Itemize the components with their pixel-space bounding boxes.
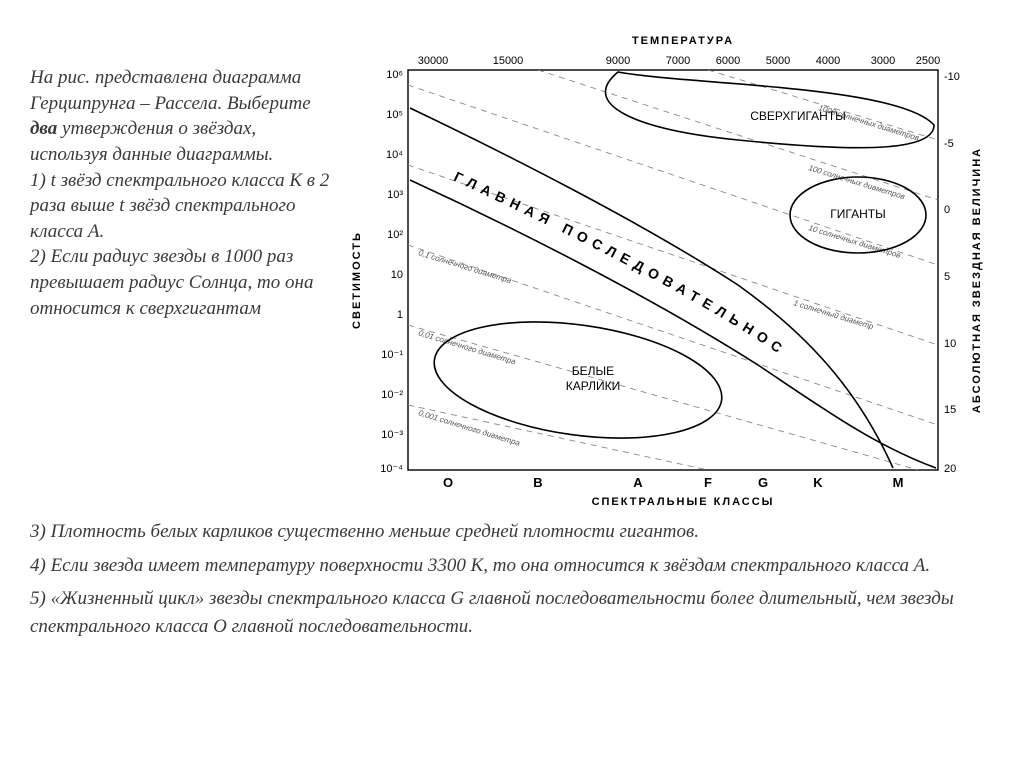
svg-text:10: 10 — [944, 338, 956, 350]
statement-4: 4) Если звезда имеет температуру поверхн… — [30, 552, 994, 580]
statement-1: 1) t звёзд спектрального класса K в 2 ра… — [30, 170, 329, 242]
axis-bottom-title: СПЕКТРАЛЬНЫЕ КЛАССЫ — [592, 496, 775, 508]
intro-a: На рис. представлена диаграмма Герцшпрун… — [30, 67, 311, 114]
svg-text:0: 0 — [944, 204, 950, 216]
svg-text:F: F — [704, 475, 712, 490]
svg-text:3000: 3000 — [871, 55, 895, 67]
svg-text:5000: 5000 — [766, 55, 790, 67]
svg-text:4000: 4000 — [816, 55, 840, 67]
svg-text:G: G — [758, 475, 768, 490]
svg-text:30000: 30000 — [418, 55, 449, 67]
svg-text:2500: 2500 — [916, 55, 940, 67]
svg-text:10⁵: 10⁵ — [386, 109, 403, 121]
svg-text:10⁻⁴: 10⁻⁴ — [380, 463, 403, 475]
label-supergiants: СВЕРХГИГАНТЫ — [750, 109, 846, 123]
label-giants: ГИГАНТЫ — [830, 207, 885, 221]
lum-ticks: 10⁶ 10⁵ 10⁴ 10³ 10² 10 1 10⁻¹ 10⁻² 10⁻³ … — [380, 69, 403, 475]
label-wd2: КАРЛИКИ — [566, 379, 620, 393]
svg-text:10⁻¹: 10⁻¹ — [381, 349, 403, 361]
svg-text:10⁶: 10⁶ — [386, 69, 403, 81]
svg-text:1 солнечный диаметр: 1 солнечный диаметр — [792, 298, 875, 331]
svg-text:10³: 10³ — [387, 189, 403, 201]
svg-text:A: A — [633, 475, 643, 490]
svg-text:ГЛАВНАЯ ПОСЛЕДОВАТЕЛЬНОСТЬ: ГЛАВНАЯ ПОСЛЕДОВАТЕЛЬНОСТЬ — [338, 30, 790, 359]
svg-text:10⁻³: 10⁻³ — [381, 429, 403, 441]
temp-ticks: 30000 15000 9000 7000 6000 5000 4000 300… — [418, 55, 941, 67]
svg-text:M: M — [893, 475, 904, 490]
svg-text:10 солнечных диаметров: 10 солнечных диаметров — [807, 223, 901, 260]
question-text-left: На рис. представлена диаграмма Герцшпрун… — [30, 30, 338, 321]
svg-text:20: 20 — [944, 463, 956, 475]
hr-diagram: ТЕМПЕРАТУРА СВЕТИМОСТЬ АБСОЛЮТНАЯ ЗВЕЗДН… — [338, 30, 994, 510]
svg-text:7000: 7000 — [666, 55, 690, 67]
svg-text:-5: -5 — [944, 138, 954, 150]
svg-text:0,01 солнечного диаметра: 0,01 солнечного диаметра — [417, 328, 517, 366]
svg-text:10: 10 — [391, 269, 403, 281]
mag-ticks: -10 -5 0 5 10 15 20 — [944, 71, 960, 475]
label-wd1: БЕЛЫЕ — [572, 364, 614, 378]
svg-text:6000: 6000 — [716, 55, 740, 67]
svg-text:10⁴: 10⁴ — [386, 149, 403, 161]
svg-text:15000: 15000 — [493, 55, 524, 67]
svg-text:9000: 9000 — [606, 55, 630, 67]
svg-text:0,1 солнечного диаметра: 0,1 солнечного диаметра — [417, 248, 513, 285]
intro-b: утверждения о звёздах, используя данные … — [30, 118, 273, 165]
intro-bold: два — [30, 118, 57, 139]
svg-text:-10: -10 — [944, 71, 960, 83]
spectral-ticks: O B A F G K M — [443, 475, 903, 490]
statement-5: 5) «Жизненный цикл» звезды спектрального… — [30, 585, 994, 640]
axis-left-title: СВЕТИМОСТЬ — [351, 231, 363, 329]
svg-text:15: 15 — [944, 404, 956, 416]
axis-top-title: ТЕМПЕРАТУРА — [632, 35, 734, 47]
svg-text:5: 5 — [944, 271, 950, 283]
svg-text:10²: 10² — [387, 229, 403, 241]
axis-right-title: АБСОЛЮТНАЯ ЗВЕЗДНАЯ ВЕЛИЧИНА — [971, 147, 983, 413]
svg-text:1: 1 — [397, 309, 403, 321]
svg-text:O: O — [443, 475, 453, 490]
question-text-bottom: 3) Плотность белых карликов существенно … — [30, 518, 994, 640]
statement-3: 3) Плотность белых карликов существенно … — [30, 518, 994, 546]
svg-text:B: B — [533, 475, 542, 490]
svg-text:10⁻²: 10⁻² — [381, 389, 403, 401]
label-main-sequence: ГЛАВНАЯ ПОСЛЕДОВАТЕЛЬНОСТЬ — [338, 30, 790, 359]
statement-2: 2) Если радиус звезды в 1000 раз превыша… — [30, 246, 313, 318]
svg-text:0,001 солнечного диаметра: 0,001 солнечного диаметра — [417, 408, 521, 448]
svg-text:K: K — [813, 475, 823, 490]
